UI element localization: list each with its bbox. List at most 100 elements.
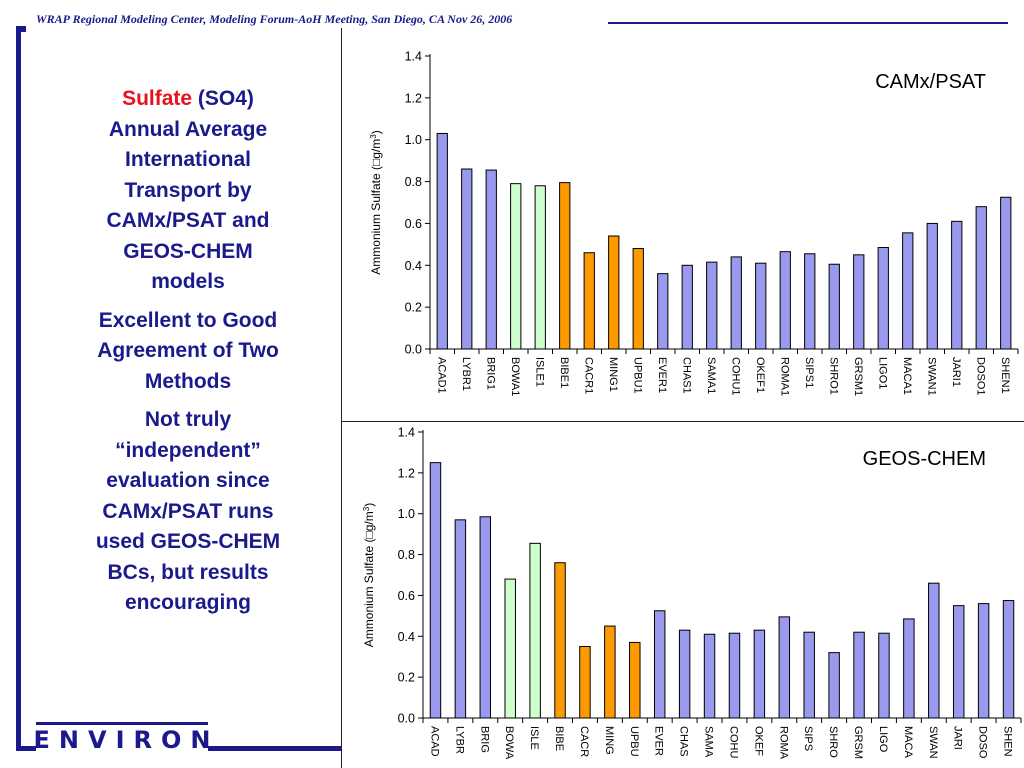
- x-category-label: DOSO: [977, 726, 989, 759]
- x-category-label: BOWA1: [509, 357, 521, 396]
- x-category-label: BIBE: [553, 726, 565, 751]
- bar-cacr: [579, 646, 591, 719]
- bar-roma: [778, 616, 791, 719]
- x-category-label: CHAS: [678, 726, 690, 757]
- bar-jari1: [951, 220, 963, 350]
- frame-bracket-top: [16, 26, 26, 32]
- bar-chas: [678, 629, 691, 719]
- caveat-line-2: evaluation since: [106, 469, 270, 492]
- x-category-label: JARI1: [950, 357, 962, 387]
- logo-text: ENVIRON: [33, 725, 220, 754]
- x-category-label: EVER1: [656, 357, 668, 393]
- caveat-line-1: “independent”: [115, 438, 261, 462]
- x-category-label: MING: [603, 726, 615, 755]
- bar-bowa: [504, 578, 516, 719]
- panel-divider-vertical: [341, 28, 342, 768]
- x-category-label: ROMA: [777, 726, 789, 760]
- y-tick-label: 0.0: [398, 712, 415, 726]
- y-tick-label: 1.0: [398, 507, 415, 521]
- bar-okef1: [755, 262, 767, 350]
- title-line-3: Transport by: [124, 178, 252, 202]
- y-tick-label: 0.0: [405, 343, 422, 357]
- bar-lybr: [454, 519, 467, 719]
- y-axis-title-glyph: □: [362, 531, 376, 538]
- x-category-label: LIGO1: [876, 357, 888, 389]
- title-line-5: GEOS-CHEM: [123, 239, 253, 263]
- y-axis-title-close: ): [362, 503, 376, 507]
- x-category-label: LIGO: [877, 726, 889, 753]
- bar-shen1: [1000, 196, 1012, 350]
- title-line-6: models: [151, 270, 225, 293]
- bar-sips1: [804, 253, 816, 350]
- x-category-label: MACA1: [901, 357, 913, 395]
- bar-bibe1: [559, 182, 571, 350]
- y-tick-label: 0.4: [398, 630, 415, 644]
- bar-acad: [429, 462, 442, 719]
- chart-title: GEOS-CHEM: [863, 448, 986, 470]
- bar-ligo: [878, 632, 890, 719]
- x-category-label: OKEF: [752, 726, 764, 756]
- x-category-label: JARI: [952, 726, 964, 750]
- title-line-2: International: [124, 148, 251, 171]
- bar-ever1: [657, 273, 669, 350]
- agreement-paragraph: Excellent to Good Agreement of Two Metho…: [60, 306, 316, 398]
- x-category-label: SWAN: [927, 726, 939, 759]
- y-axis-title-unit: g/m: [369, 139, 383, 159]
- bar-lybr1: [461, 168, 473, 350]
- bar-chas1: [681, 264, 693, 350]
- y-axis-title-main: Ammonium Sulfate (: [369, 166, 383, 275]
- bar-bowa1: [510, 183, 522, 350]
- y-axis-title-close: ): [369, 130, 383, 134]
- frame-bracket-left: [16, 26, 21, 751]
- bar-okef: [753, 629, 766, 719]
- bar-ming: [604, 625, 616, 719]
- y-tick-label: 0.2: [405, 301, 422, 315]
- x-category-label: SWAN1: [925, 357, 937, 396]
- x-category-label: LYBR1: [460, 357, 472, 391]
- x-category-label: ISLE1: [533, 357, 545, 387]
- y-tick-label: 0.2: [398, 671, 415, 685]
- bar-sips: [803, 631, 815, 719]
- x-category-label: SHEN1: [999, 357, 1011, 394]
- bar-acad1: [436, 132, 448, 350]
- caveat-line-4: used GEOS-CHEM: [95, 530, 281, 553]
- bar-sama: [703, 633, 716, 719]
- x-category-label: SHRO1: [827, 357, 839, 395]
- bar-swan: [928, 582, 940, 719]
- x-category-label: SIPS1: [803, 357, 815, 388]
- x-category-label: EVER: [653, 726, 665, 756]
- x-category-label: ISLE: [528, 726, 540, 750]
- panel-divider-horizontal: [341, 421, 1024, 422]
- x-category-label: CACR1: [582, 357, 594, 394]
- x-category-label: LYBR: [453, 726, 465, 754]
- caveat-line-0: Not truly: [144, 408, 232, 431]
- x-category-label: UPBU: [628, 726, 640, 757]
- bar-shro: [828, 652, 840, 719]
- x-category-label: BOWA: [503, 726, 515, 760]
- bar-cohu1: [730, 256, 742, 350]
- y-tick-label: 1.4: [398, 426, 415, 440]
- x-category-label: BRIG1: [484, 357, 496, 390]
- geos-chem-chart: 0.0 0.2 0.4 0.6 0.8 1.0 1.2 1.4 ACAD LYBR BRIG BOWA…: [362, 426, 1022, 760]
- bar-cacr1: [583, 252, 595, 350]
- bar-cohu: [728, 632, 741, 719]
- slide-text-panel: Sulfate (SO4) Annual Average Internation…: [60, 84, 316, 627]
- header-rule: [608, 22, 1008, 24]
- caveat-line-6: encouraging: [124, 591, 251, 614]
- y-axis-title-glyph: □: [369, 159, 383, 166]
- y-axis-title: Ammonium Sulfate (□g/m3): [362, 503, 377, 647]
- y-axis-title-main: Ammonium Sulfate (: [362, 539, 376, 648]
- bar-sama1: [706, 261, 718, 350]
- bar-isle1: [534, 185, 546, 350]
- y-axis-title-sup: 3: [362, 506, 371, 511]
- title-line-1: Annual Average: [108, 117, 268, 141]
- x-category-label: BRIG: [478, 726, 490, 753]
- slide-title: Sulfate (SO4) Annual Average Internation…: [60, 84, 316, 298]
- bar-ming1: [608, 235, 620, 350]
- x-category-label: BIBE1: [558, 357, 570, 388]
- bar-brig1: [485, 169, 497, 350]
- x-category-label: MACA: [902, 726, 914, 758]
- x-category-label: SHEN: [1002, 726, 1014, 757]
- y-tick-label: 1.4: [405, 50, 422, 64]
- bar-shen: [1002, 600, 1015, 719]
